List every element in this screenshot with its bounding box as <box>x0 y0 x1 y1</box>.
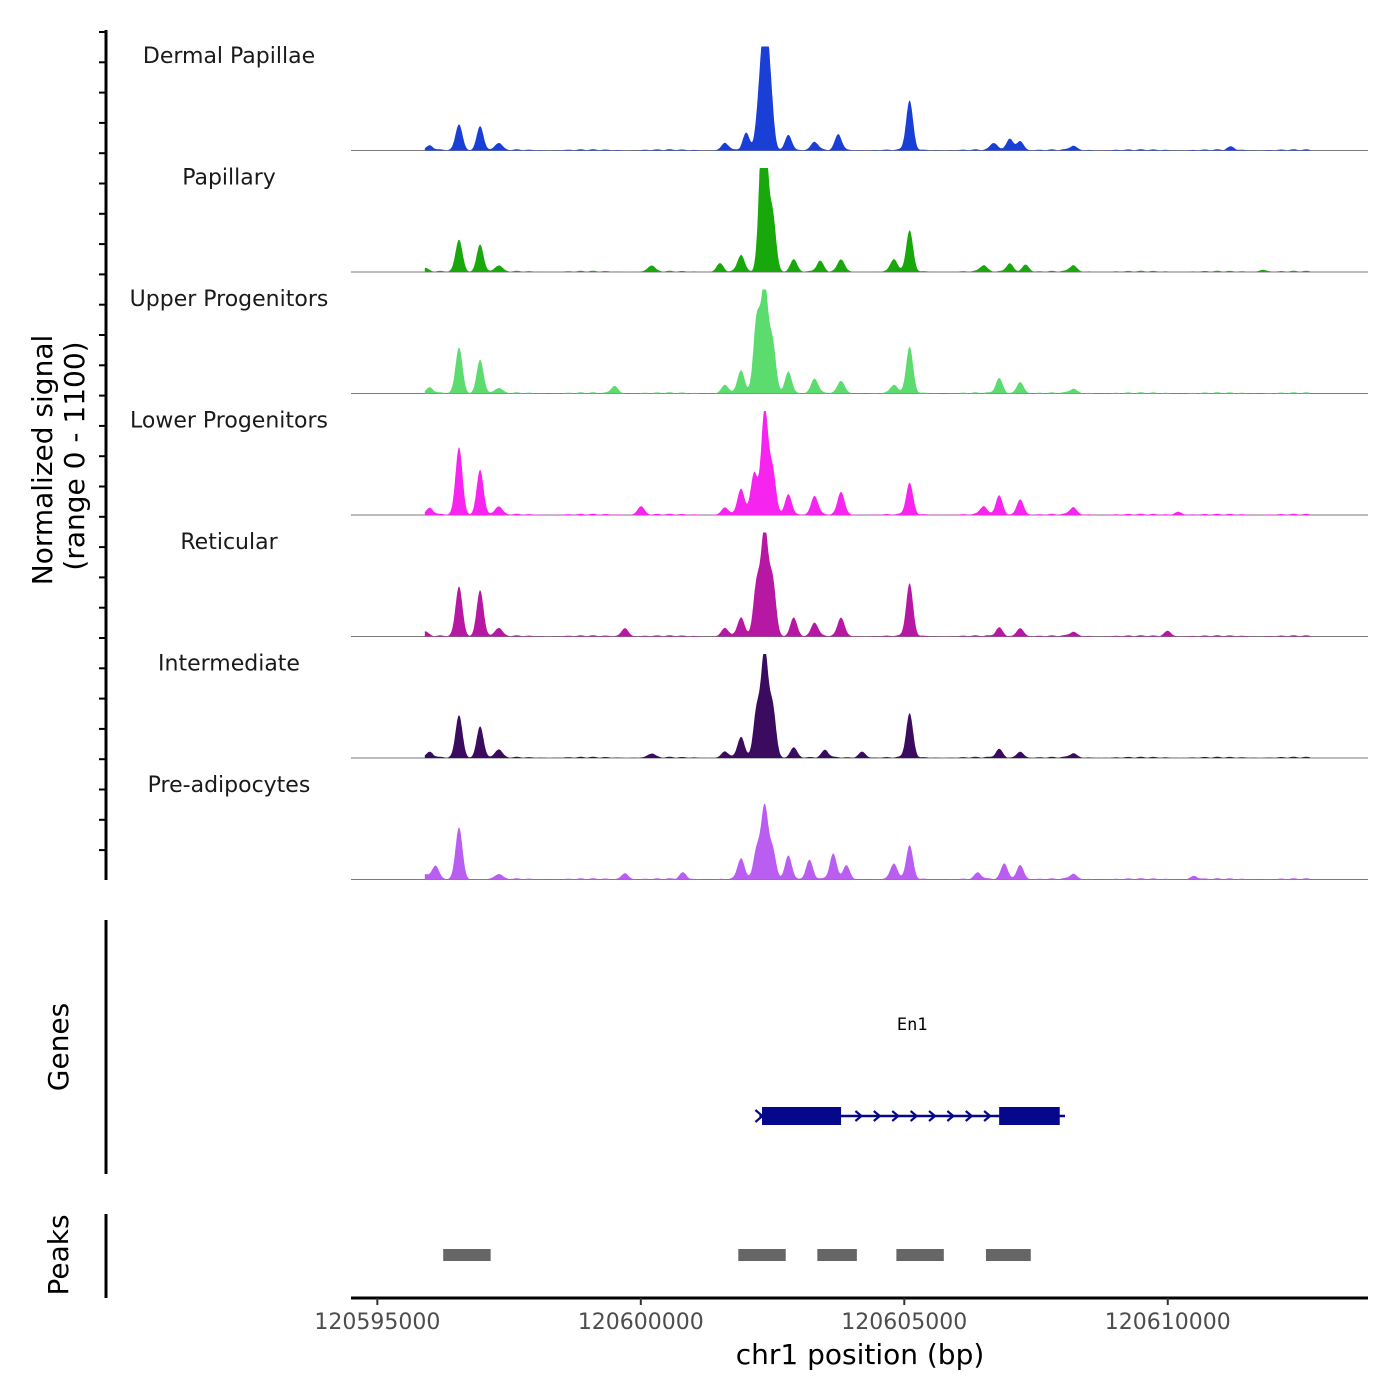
strand-arrow <box>873 1110 882 1122</box>
track-label: Lower Progenitors <box>130 408 328 433</box>
strand-arrow <box>891 1110 900 1122</box>
peak-region <box>985 1249 1031 1261</box>
gene-exon <box>762 1107 842 1125</box>
x-axis-title: chr1 position (bp) <box>736 1338 985 1371</box>
track-label: Reticular <box>180 530 278 555</box>
track-6: Pre-adipocytes <box>148 773 1368 880</box>
peak-panel <box>443 1249 1031 1261</box>
y-axis-subtitle: (range 0 - 1100) <box>58 341 91 570</box>
signal-tracks: Dermal Papillae Papillary Upper Progenitor… <box>130 44 1368 880</box>
signal-area <box>424 289 1310 394</box>
y-axis-title: Normalized signal <box>26 335 59 586</box>
peaks-panel-title: Peaks <box>42 1214 75 1295</box>
x-tick-label: 120610000 <box>1105 1310 1231 1335</box>
strand-arrow <box>983 1110 992 1122</box>
track-label: Pre-adipocytes <box>148 773 311 798</box>
gene-label: En1 <box>897 1015 928 1035</box>
signal-y-axis <box>99 30 108 880</box>
x-tick-label: 120600000 <box>578 1310 704 1335</box>
signal-area <box>424 411 1310 515</box>
peak-region <box>738 1249 786 1261</box>
signal-area <box>424 46 1310 151</box>
track-5: Intermediate <box>158 651 1368 759</box>
strand-arrow <box>946 1110 956 1122</box>
track-label: Papillary <box>182 165 276 190</box>
signal-area <box>424 654 1310 758</box>
peak-region <box>443 1249 491 1261</box>
track-3: Lower Progenitors <box>130 408 1368 516</box>
track-1: Papillary <box>182 165 1368 273</box>
gene-panel: En1 <box>754 1015 1066 1125</box>
signal-area <box>424 803 1310 880</box>
genes-panel-title: Genes <box>42 1003 75 1091</box>
strand-arrow <box>928 1110 937 1122</box>
x-tick-label: 120595000 <box>314 1310 440 1335</box>
signal-area <box>424 168 1310 272</box>
peak-region <box>896 1249 944 1261</box>
peak-region <box>817 1249 857 1261</box>
signal-area <box>424 532 1310 637</box>
track-label: Intermediate <box>158 651 300 676</box>
track-4: Reticular <box>180 530 1368 637</box>
strand-arrow <box>909 1110 919 1122</box>
x-axis-ticks: 120595000 120600000 120605000 120610000 <box>314 1298 1231 1335</box>
track-2: Upper Progenitors <box>130 287 1368 394</box>
x-tick-label: 120605000 <box>841 1310 967 1335</box>
track-label: Dermal Papillae <box>143 44 315 69</box>
track-0: Dermal Papillae <box>143 44 1368 151</box>
strand-arrow <box>754 1109 765 1123</box>
gene-exon <box>999 1107 1060 1125</box>
strand-arrow <box>964 1110 974 1122</box>
track-label: Upper Progenitors <box>130 287 329 312</box>
strand-arrow <box>854 1110 864 1122</box>
